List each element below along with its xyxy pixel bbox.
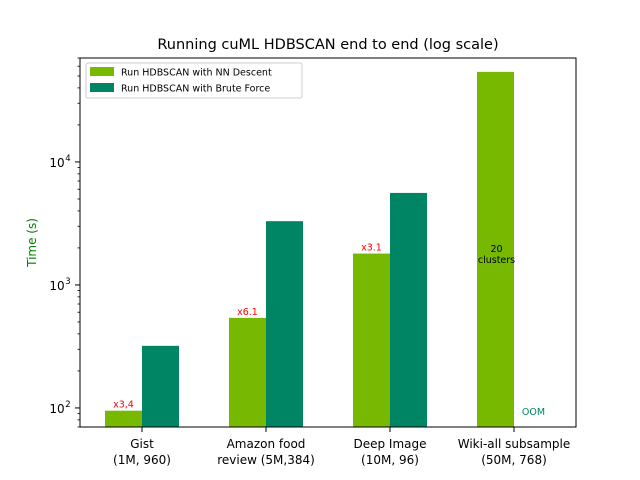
x-tick-label-2-line-1: (10M, 96): [361, 453, 419, 467]
y-tick-label-0: 10: [49, 402, 64, 416]
y-axis-label: Time (s): [25, 218, 39, 268]
x-ticks-group: Gist (1M, 960) Amazon food review (5M,384) D…: [113, 427, 570, 467]
bar-nn-descent-0: [105, 410, 142, 427]
x-tick-label-3-line-0: Wiki-all subsample: [458, 437, 571, 451]
y-tick-label-1: 10: [49, 279, 64, 293]
speedup-label-1: x6.1: [237, 307, 258, 318]
legend-swatch-1: [90, 83, 114, 92]
legend-label-0: Run HDBSCAN with NN Descent: [121, 68, 272, 79]
bar-brute-force-2: [390, 192, 427, 427]
legend-box: [85, 62, 303, 99]
clusters-label-text: clusters: [478, 255, 515, 266]
x-tick-label-1-line-0: Amazon food: [227, 437, 306, 451]
chart-title: Running cuML HDBSCAN end to end (log sca…: [157, 37, 498, 53]
y-tick-exponent-1: 3: [65, 277, 70, 287]
legend-label-1: Run HDBSCAN with Brute Force: [121, 84, 270, 95]
bar-brute-force-0: [142, 345, 179, 427]
bar-brute-force-1: [266, 221, 303, 427]
oom-label: OOM: [522, 407, 545, 418]
bar-nn-descent-3: [477, 71, 514, 428]
legend: Run HDBSCAN with NN Descent Run HDBSCAN w…: [85, 62, 303, 99]
speedup-label-2: x3.1: [361, 243, 382, 254]
x-tick-label-3-line-1: (50M, 768): [481, 453, 547, 467]
x-tick-label-2-line-0: Deep Image: [353, 437, 426, 451]
y-tick-exponent-0: 2: [65, 400, 70, 410]
clusters-label-number: 20: [490, 244, 502, 255]
x-tick-label-0-line-0: Gist: [130, 437, 154, 451]
x-tick-label-0-line-1: (1M, 960): [113, 453, 171, 467]
legend-swatch-0: [90, 67, 114, 76]
bar-nn-descent-2: [353, 253, 390, 427]
bars-group: [105, 71, 514, 428]
plot-frame: [79, 57, 577, 428]
y-tick-exponent-2: 4: [65, 154, 70, 164]
y-tick-label-2: 10: [49, 156, 64, 170]
bar-nn-descent-1: [229, 317, 266, 427]
x-tick-label-1-line-1: review (5M,384): [217, 453, 315, 467]
speedup-label-0: x3,4: [113, 400, 134, 411]
